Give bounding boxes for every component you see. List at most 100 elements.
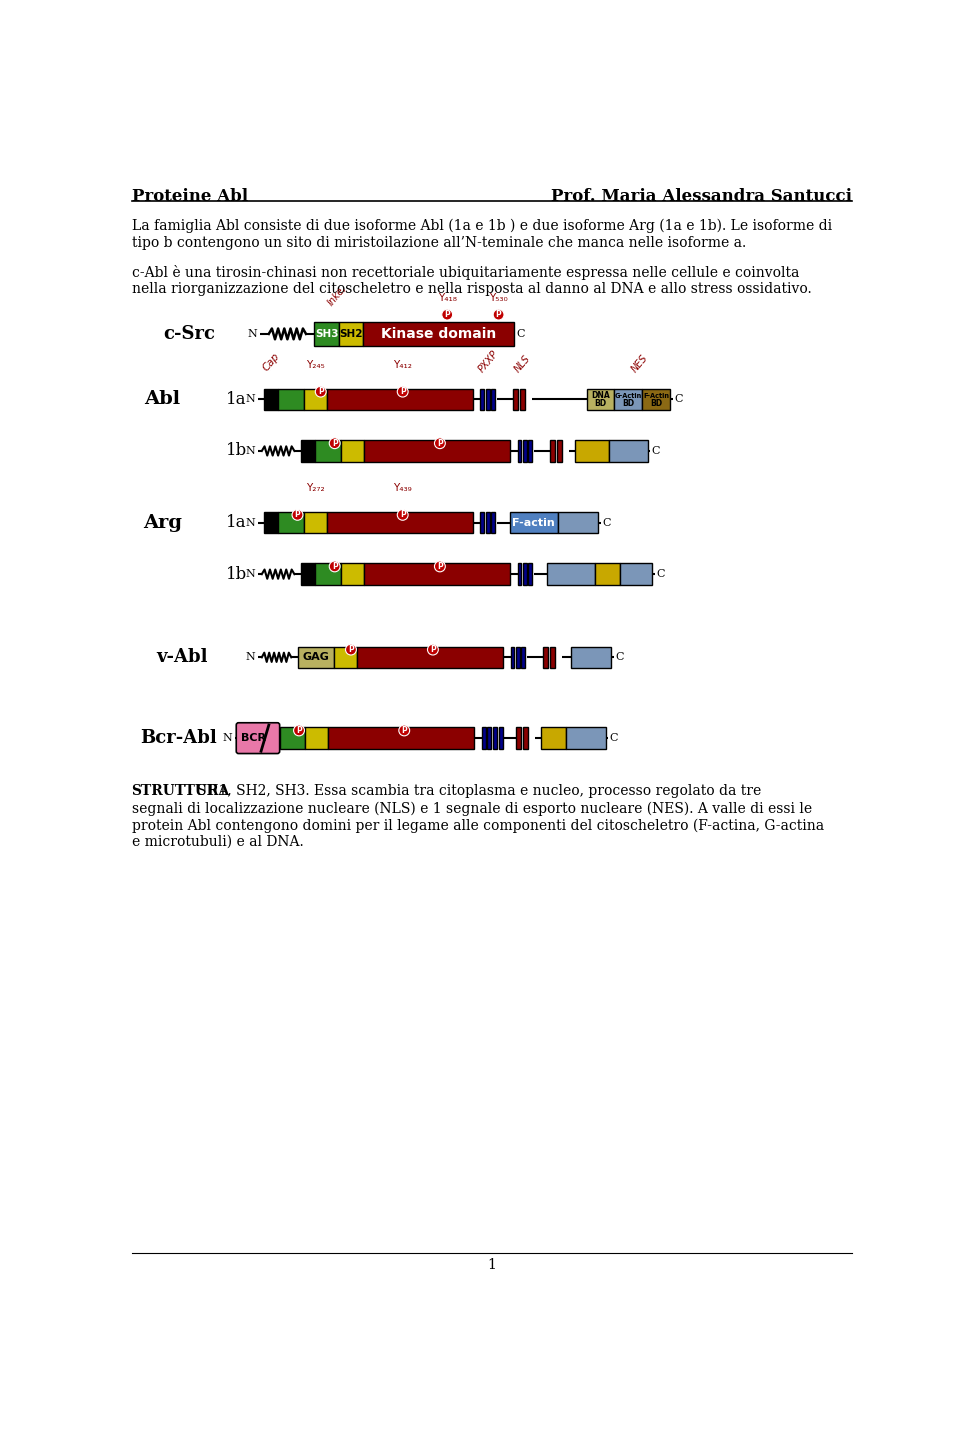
Text: 1a: 1a — [226, 390, 247, 408]
Bar — [488, 728, 492, 749]
Bar — [547, 564, 595, 585]
Text: N: N — [246, 653, 255, 663]
Text: e microtubuli) e al DNA.: e microtubuli) e al DNA. — [132, 835, 303, 850]
Text: SH3: SH3 — [315, 329, 338, 339]
Text: P: P — [444, 310, 450, 319]
Text: SH2: SH2 — [339, 329, 363, 339]
Text: P: P — [332, 439, 338, 448]
Bar — [510, 512, 558, 534]
Bar — [520, 389, 524, 410]
Circle shape — [442, 310, 452, 320]
Text: P: P — [401, 726, 407, 735]
Bar — [517, 441, 521, 462]
Text: 1a: 1a — [226, 514, 247, 531]
Bar — [303, 389, 327, 410]
Bar — [517, 564, 521, 585]
Bar — [315, 564, 341, 585]
Text: P: P — [296, 726, 301, 735]
Bar — [264, 512, 278, 534]
Circle shape — [397, 386, 408, 397]
Text: C: C — [657, 570, 665, 580]
Circle shape — [329, 438, 340, 449]
Bar — [278, 512, 303, 534]
Bar — [314, 321, 339, 346]
Text: Kinase domain: Kinase domain — [380, 327, 495, 342]
FancyBboxPatch shape — [236, 723, 279, 753]
Circle shape — [292, 509, 303, 521]
Text: Y₂₇₂: Y₂₇₂ — [306, 484, 324, 494]
Bar — [328, 728, 474, 749]
Bar — [528, 441, 532, 462]
Text: N: N — [246, 446, 255, 456]
Bar — [587, 389, 614, 410]
Circle shape — [435, 438, 445, 449]
Text: P: P — [399, 511, 405, 519]
Text: protein Abl contengono domini per il legame alle componenti del citoscheletro (F: protein Abl contengono domini per il leg… — [132, 818, 824, 832]
Bar — [565, 728, 606, 749]
Text: P: P — [332, 563, 338, 571]
Text: 1: 1 — [488, 1258, 496, 1271]
Text: N: N — [248, 329, 257, 339]
Text: segnali di localizzazione nucleare (NLS) e 1 segnale di esporto nucleare (NES). : segnali di localizzazione nucleare (NLS)… — [132, 801, 812, 815]
Bar — [341, 441, 364, 462]
Text: 1b: 1b — [226, 565, 247, 583]
Text: F-actin: F-actin — [513, 518, 555, 528]
Text: P: P — [437, 563, 443, 571]
Text: C: C — [674, 395, 683, 405]
Bar — [523, 441, 527, 462]
Text: P: P — [399, 387, 405, 396]
Text: C: C — [615, 653, 624, 663]
Bar — [642, 389, 670, 410]
Text: 1b: 1b — [226, 442, 247, 459]
Circle shape — [435, 561, 445, 571]
Bar — [363, 321, 514, 346]
Text: P: P — [437, 439, 443, 448]
Bar — [301, 441, 315, 462]
Text: nella riorganizzazione del citoscheletro e nella risposta al danno al DNA e allo: nella riorganizzazione del citoscheletro… — [132, 283, 811, 296]
Bar — [486, 389, 490, 410]
Bar — [614, 389, 642, 410]
Bar — [334, 647, 357, 669]
Text: Abl: Abl — [145, 390, 180, 409]
Bar — [558, 512, 598, 534]
Circle shape — [493, 310, 504, 320]
Bar — [357, 647, 503, 669]
Text: Y₅₃₀: Y₅₃₀ — [490, 293, 508, 303]
Text: STRUTTURA: STRUTTURA — [132, 785, 229, 798]
Bar — [550, 647, 555, 669]
Text: N: N — [246, 518, 255, 528]
Text: Inke,: Inke, — [326, 283, 349, 307]
Bar — [301, 564, 315, 585]
Text: NES: NES — [630, 353, 650, 375]
Bar — [315, 441, 341, 462]
Circle shape — [315, 386, 326, 397]
Text: BD: BD — [650, 399, 662, 408]
Text: c-Abl è una tirosin-chinasi non recettoriale ubiquitariamente espressa nelle cel: c-Abl è una tirosin-chinasi non recettor… — [132, 264, 799, 280]
Text: Y₄₁₈: Y₄₁₈ — [438, 293, 457, 303]
Text: BD: BD — [594, 399, 607, 408]
Circle shape — [294, 725, 304, 736]
Bar — [511, 647, 515, 669]
Text: C: C — [652, 446, 660, 456]
Circle shape — [329, 561, 340, 571]
Bar — [540, 728, 565, 749]
Text: Cap: Cap — [261, 352, 281, 373]
Bar — [557, 441, 562, 462]
Text: Y₂₄₅: Y₂₄₅ — [306, 360, 324, 370]
Text: La famiglia Abl consiste di due isoforme Abl (1a e 1b ) e due isoforme Arg (1a e: La famiglia Abl consiste di due isoforme… — [132, 218, 831, 232]
Bar — [550, 441, 555, 462]
Bar — [480, 389, 484, 410]
Bar — [620, 564, 653, 585]
Bar — [278, 389, 303, 410]
Text: P: P — [495, 310, 501, 319]
Text: Y₄₃₉: Y₄₃₉ — [394, 484, 412, 494]
Text: Y₄₁₂: Y₄₁₂ — [394, 360, 412, 370]
Bar — [327, 389, 472, 410]
Bar — [299, 647, 334, 669]
Bar — [339, 321, 363, 346]
Bar — [482, 728, 486, 749]
Bar — [523, 728, 528, 749]
Text: DNA: DNA — [591, 390, 610, 400]
Text: Arg: Arg — [143, 514, 182, 531]
Text: BCR: BCR — [241, 733, 266, 743]
